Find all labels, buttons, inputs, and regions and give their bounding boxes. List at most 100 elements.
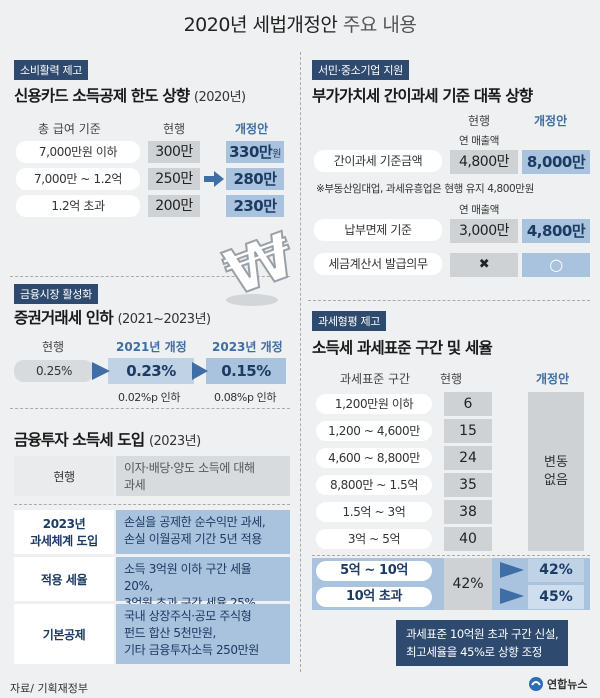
yonhap-logo-text: 연합뉴스 (547, 678, 588, 691)
source-note: 자료/ 기획재정부 (10, 682, 89, 695)
fin-current-line-2: 과세 (124, 478, 146, 492)
fin-row-3-line-2: 펀드 합산 5천만원, (124, 626, 216, 640)
arrow-right-icon-4 (500, 562, 524, 578)
income-rate-4: 35 (444, 473, 492, 497)
fin-row-1-text: 손실을 공제한 순수익만 과세, 손실 이월공제 기간 5년 적용 (116, 510, 290, 554)
income-new-unchanged-1: 변동 (544, 454, 568, 470)
circle-mark-icon: ○ (522, 253, 590, 277)
fin-current-text: 이자·배당·양도 소득에 대해 과세 (116, 456, 290, 496)
income-bracket-8: 10억 초과 (316, 587, 432, 607)
income-bracket-2: 1,200 ~ 4,600만 (316, 421, 432, 441)
fin-heading-main: 금융투자 소득세 도입 (14, 431, 145, 449)
card-heading: 신용카드 소득공제 한도 상향 (2020년) (14, 84, 246, 106)
fin-row-2-text: 소득 3억원 이하 구간 세율 20%, 3억원 초과 구간 세율 25% (116, 557, 290, 610)
income-divider (312, 555, 590, 556)
vat-col-new: 개정안 (534, 114, 568, 128)
card-new-2: 280만 (226, 168, 284, 190)
income-rate-1: 6 (444, 392, 492, 416)
income-col-bracket: 과세표준 구간 (340, 372, 411, 386)
fin-heading: 금융투자 소득세 도입 (2023년) (14, 428, 201, 450)
fin-row-3-text: 국내 상장주식·공모 주식형 펀드 합산 5천만원, 기타 금융투자소득 250… (116, 604, 290, 664)
card-new-1-unit: 원 (272, 149, 281, 160)
card-salary-2: 7,000만 ~ 1.2억 (16, 168, 140, 190)
page-title: 2020년 세법개정안 주요 내용 (0, 10, 600, 37)
income-bracket-5: 1.5억 ~ 3억 (316, 502, 432, 522)
arrow-right-icon (204, 171, 224, 187)
vat-revenue-label-1: 연 매출액 (459, 135, 499, 147)
market-2021-value: 0.23% (108, 358, 194, 384)
income-rate-2: 15 (444, 419, 492, 443)
arrow-right-icon-3 (192, 362, 208, 380)
income-bracket-1: 1,200만원 이하 (316, 394, 432, 414)
vat-tag: 서민·중소기업 지원 (312, 60, 409, 80)
market-col-current: 현행 (42, 340, 65, 354)
vat-row-2-current: 3,000만 (450, 219, 518, 243)
fin-heading-sub: (2023년) (148, 434, 201, 449)
fin-current-label: 현행 (14, 456, 114, 496)
income-bracket-3: 4,600 ~ 8,800만 (316, 448, 432, 468)
arrow-right-icon-2 (92, 362, 110, 380)
fin-divider (14, 504, 290, 505)
fin-current-line-1: 이자·배당·양도 소득에 대해 (124, 461, 255, 475)
income-bracket-7: 5억 ~ 10억 (316, 561, 432, 581)
fin-row-2-line-1: 소득 3억원 이하 구간 세율 20%, (124, 562, 252, 593)
x-mark-icon: ✖ (450, 253, 518, 277)
vat-row-1-current: 4,800만 (450, 150, 518, 174)
card-heading-sub: (2020년) (193, 90, 246, 105)
card-current-2: 250만 (148, 168, 200, 190)
yonhap-logo: 연합뉴스 (528, 676, 587, 692)
market-cut-2023: 0.08%p 인하 (214, 391, 277, 404)
fin-row-2-label: 적용 세율 (14, 557, 114, 601)
income-callout: 과세표준 10억원 초과 구간 신설, 최고세율을 45%로 상향 조정 (396, 620, 569, 666)
income-new-unchanged-2: 없음 (544, 472, 568, 488)
vat-row-1-label: 간이과세 기준금액 (314, 150, 442, 172)
fin-row-1-line-1: 손실을 공제한 순수익만 과세, (124, 515, 266, 529)
fin-row-1-label-2: 과세체계 도입 (30, 534, 98, 548)
income-new-7: 42% (528, 559, 584, 582)
income-new-8: 45% (528, 585, 584, 609)
fin-row-1-label: 2023년 과세체계 도입 (14, 510, 114, 554)
card-new-3: 230만 (226, 195, 284, 217)
section-divider-left-2 (10, 408, 290, 409)
market-2023-value: 0.15% (206, 358, 286, 384)
card-heading-main: 신용카드 소득공제 한도 상향 (14, 87, 190, 105)
market-cut-2021: 0.02%p 인하 (118, 391, 181, 404)
title-light: 주요 내용 (342, 14, 417, 36)
income-rate-6: 40 (444, 527, 492, 551)
vat-row-3-label: 세금계산서 발급의무 (314, 253, 442, 275)
income-new-unchanged: 변동 없음 (528, 392, 584, 551)
card-current-1: 300만 (148, 141, 200, 163)
market-heading: 증권거래세 인하 (2021~2023년) (14, 306, 211, 328)
yonhap-logo-icon (529, 677, 543, 691)
card-salary-1: 7,000만원 이하 (16, 141, 140, 163)
column-divider (300, 52, 301, 672)
income-rate-top: 42% (444, 558, 492, 610)
card-col-new: 개정안 (235, 122, 269, 136)
market-tag: 금융시장 활성화 (14, 284, 98, 304)
fin-row-3-label: 기본공제 (14, 604, 114, 664)
income-callout-line-1: 과세표준 10억원 초과 구간 신설, (406, 627, 559, 641)
income-bracket-6: 3억 ~ 5억 (316, 529, 432, 549)
arrow-right-icon-5 (500, 588, 524, 604)
vat-heading: 부가가치세 간이과세 기준 대폭 상향 (312, 87, 533, 105)
section-divider-right (308, 300, 590, 301)
card-salary-3: 1.2억 초과 (16, 195, 140, 217)
income-bracket-4: 8,800만 ~ 1.5억 (316, 475, 432, 495)
income-heading: 소득세 과세표준 구간 및 세율 (312, 339, 493, 357)
market-current-value: 0.25% (14, 360, 94, 382)
income-col-current: 현행 (440, 372, 463, 386)
vat-row-1-new: 8,000만 (522, 150, 590, 174)
card-col-current: 현행 (163, 122, 186, 136)
card-col-salary: 총 급여 기준 (38, 122, 101, 136)
card-tag: 소비활력 제고 (14, 60, 89, 80)
title-bold: 2020년 세법개정안 (183, 14, 338, 36)
vat-row-2-label: 납부면제 기준 (314, 219, 442, 241)
income-tag: 과세형평 제고 (312, 311, 387, 331)
card-new-1: 330만원 (226, 141, 284, 163)
market-heading-main: 증권거래세 인하 (14, 309, 114, 327)
income-rate-3: 24 (444, 446, 492, 470)
vat-row-2-new: 4,800만 (522, 219, 590, 243)
card-current-3: 200만 (148, 195, 200, 217)
vat-revenue-label-2: 연 매출액 (459, 204, 499, 216)
market-col-2023: 2023년 개정 (212, 340, 283, 354)
